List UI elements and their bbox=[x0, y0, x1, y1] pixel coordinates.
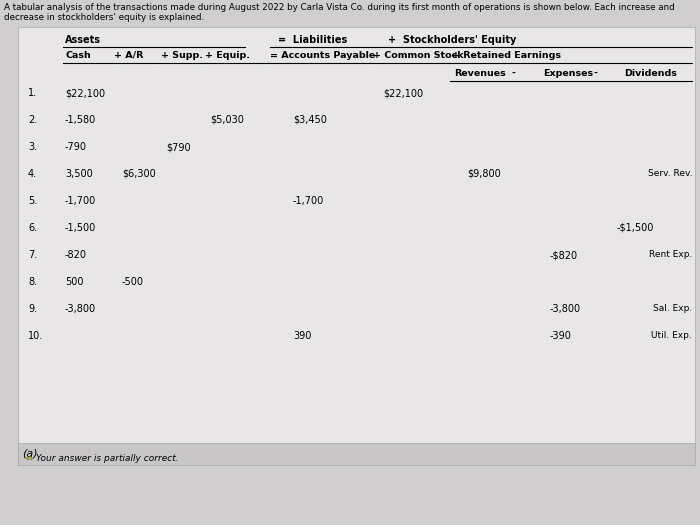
Text: 10.: 10. bbox=[28, 331, 43, 341]
Text: 3.: 3. bbox=[28, 142, 37, 152]
Text: $9,800: $9,800 bbox=[467, 169, 500, 179]
Text: = Accounts Payable: = Accounts Payable bbox=[270, 51, 375, 60]
Text: 7.: 7. bbox=[28, 250, 37, 260]
Text: Assets: Assets bbox=[65, 35, 101, 45]
Text: -1,700: -1,700 bbox=[293, 196, 324, 206]
Text: +  Stockholders' Equity: + Stockholders' Equity bbox=[388, 35, 517, 45]
Text: Dividends: Dividends bbox=[624, 69, 677, 78]
Text: -: - bbox=[512, 69, 516, 78]
Text: 5.: 5. bbox=[28, 196, 37, 206]
Text: Rent Exp.: Rent Exp. bbox=[649, 250, 692, 259]
Text: Util. Exp.: Util. Exp. bbox=[651, 331, 692, 340]
Text: -390: -390 bbox=[550, 331, 572, 341]
Text: + A/R: + A/R bbox=[114, 51, 144, 60]
Text: 8.: 8. bbox=[28, 277, 37, 287]
Text: -: - bbox=[593, 69, 597, 78]
Text: 3,500: 3,500 bbox=[65, 169, 92, 179]
Text: 9.: 9. bbox=[28, 304, 37, 314]
Text: + Common Stock: + Common Stock bbox=[373, 51, 463, 60]
Text: =  Liabilities: = Liabilities bbox=[278, 35, 347, 45]
Text: -1,500: -1,500 bbox=[65, 223, 97, 233]
Text: -820: -820 bbox=[65, 250, 87, 260]
Text: ✏: ✏ bbox=[26, 454, 34, 464]
Text: (a): (a) bbox=[22, 449, 38, 459]
Text: Your answer is partially correct.: Your answer is partially correct. bbox=[36, 454, 178, 463]
Text: decrease in stockholders' equity is explained.: decrease in stockholders' equity is expl… bbox=[4, 13, 204, 22]
Bar bbox=[18, 443, 695, 465]
Text: + Equip.: + Equip. bbox=[205, 51, 250, 60]
Text: 4.: 4. bbox=[28, 169, 37, 179]
Text: A tabular analysis of the transactions made during August 2022 by Carla Vista Co: A tabular analysis of the transactions m… bbox=[4, 3, 675, 12]
Text: $6,300: $6,300 bbox=[122, 169, 155, 179]
Text: $5,030: $5,030 bbox=[210, 115, 244, 125]
Text: -1,580: -1,580 bbox=[65, 115, 97, 125]
Text: 500: 500 bbox=[65, 277, 83, 287]
Text: Serv. Rev.: Serv. Rev. bbox=[648, 169, 692, 178]
Text: $790: $790 bbox=[166, 142, 190, 152]
Text: Cash: Cash bbox=[65, 51, 91, 60]
Text: 1.: 1. bbox=[28, 88, 37, 98]
Text: + Supp.: + Supp. bbox=[161, 51, 203, 60]
Text: -3,800: -3,800 bbox=[550, 304, 581, 314]
Text: Revenues: Revenues bbox=[454, 69, 505, 78]
Text: 2.: 2. bbox=[28, 115, 37, 125]
Text: -500: -500 bbox=[122, 277, 144, 287]
Text: $22,100: $22,100 bbox=[65, 88, 105, 98]
Bar bbox=[18, 27, 695, 465]
Text: Expenses: Expenses bbox=[543, 69, 593, 78]
Text: Sal. Exp.: Sal. Exp. bbox=[652, 304, 692, 313]
Text: -1,700: -1,700 bbox=[65, 196, 97, 206]
Text: 6.: 6. bbox=[28, 223, 37, 233]
Text: -$820: -$820 bbox=[550, 250, 578, 260]
Text: -$1,500: -$1,500 bbox=[617, 223, 655, 233]
Text: -790: -790 bbox=[65, 142, 87, 152]
Text: $3,450: $3,450 bbox=[293, 115, 327, 125]
Text: 390: 390 bbox=[293, 331, 312, 341]
Text: + Retained Earnings: + Retained Earnings bbox=[452, 51, 561, 60]
Text: $22,100: $22,100 bbox=[383, 88, 423, 98]
Text: -3,800: -3,800 bbox=[65, 304, 96, 314]
